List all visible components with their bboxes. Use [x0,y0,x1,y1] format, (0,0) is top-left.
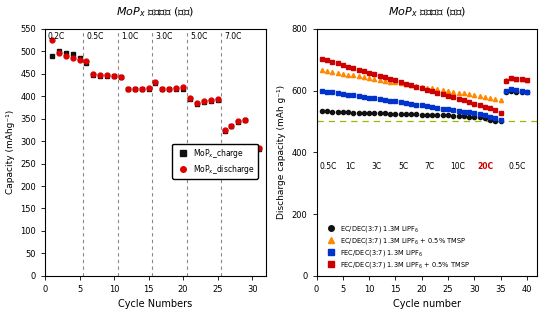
Text: 0.2C: 0.2C [47,32,64,41]
Text: $\mathit{MoP_x}$ 급속출력 (방전): $\mathit{MoP_x}$ 급속출력 (방전) [388,5,466,19]
Text: 3C: 3C [372,162,382,171]
Text: 0.5C: 0.5C [86,32,104,41]
X-axis label: Cycle number: Cycle number [393,300,461,309]
Text: 7.0C: 7.0C [224,32,242,41]
Text: 5C: 5C [398,162,408,171]
Text: 0.5C: 0.5C [508,162,526,171]
Text: 1.0C: 1.0C [121,32,138,41]
Text: 7C: 7C [424,162,434,171]
Legend: MoP$_x$_charge, MoP$_x$_discharge: MoP$_x$_charge, MoP$_x$_discharge [172,144,258,179]
Text: 0.5C: 0.5C [319,162,337,171]
Text: 5.0C: 5.0C [190,32,207,41]
X-axis label: Cycle Numbers: Cycle Numbers [118,300,193,309]
Text: 1C: 1C [345,162,356,171]
Text: 20C: 20C [477,162,493,171]
Text: 3.0C: 3.0C [155,32,173,41]
Text: 10C: 10C [451,162,465,171]
Legend: EC/DEC(3:7) 1.3M LiPF$_6$, EC/DEC(3:7) 1.3M LiPF$_6$ + 0.5% TMSP, FEC/DEC(3:7) 1: EC/DEC(3:7) 1.3M LiPF$_6$, EC/DEC(3:7) 1… [322,221,473,272]
Y-axis label: Capacity (mAhg⁻¹): Capacity (mAhg⁻¹) [5,110,15,194]
Y-axis label: Discharge capacity (mAh g⁻¹): Discharge capacity (mAh g⁻¹) [277,85,286,220]
Text: $\mathit{MoP_x}$ 급속입력 (충전): $\mathit{MoP_x}$ 급속입력 (충전) [116,5,194,19]
